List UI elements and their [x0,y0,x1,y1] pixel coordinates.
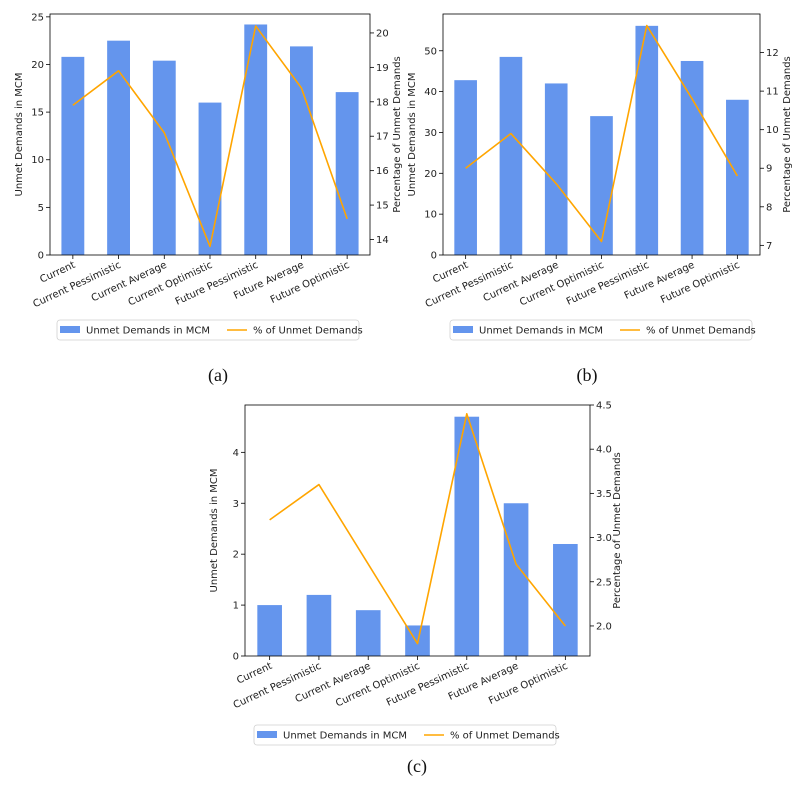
x-tick-label: Future Optimistic [269,260,351,306]
legend-swatch-bar [257,731,277,738]
plot-frame [244,404,591,657]
legend-label-bar: Unmet Demands in MCM [479,326,603,337]
bar-6 [503,503,529,656]
y-tick-label: 0 [431,251,437,262]
y-tick-label: 50 [424,46,437,57]
legend-box [56,319,360,341]
bar-4 [198,102,222,256]
y-tick-label: 3 [233,499,239,510]
bar-5 [454,416,480,656]
x-tick-label: Current Pessimistic [232,661,323,711]
panel-caption: (a) [208,365,228,386]
y2-tick-label: 14 [376,235,389,246]
legend-label-bar: Unmet Demands in MCM [86,326,210,337]
x-tick-label: Current Optimistic [334,661,422,710]
y-tick-label: 15 [31,108,44,119]
bar-5 [635,25,659,255]
legend-label-line: % of Unmet Demands [253,326,363,337]
y-tick-label: 10 [424,210,437,221]
legend-swatch-bar [453,326,473,333]
legend-swatch-bar [60,326,80,333]
y-tick-label: 25 [31,12,44,23]
bar-7 [726,99,749,255]
legend: Unmet Demands in MCM % of Unmet Demands [56,319,363,341]
bar-2 [499,56,523,255]
bar-7 [335,92,359,255]
y2-axis-title: Percentage of Unmet Demands [782,56,793,213]
x-tick-label: Future Pessimistic [174,260,260,308]
legend-label-line: % of Unmet Demands [646,326,756,337]
y2-tick-label: 11 [766,87,779,98]
y-axis-title: Unmet Demands in MCM [407,73,418,197]
y2-tick-label: 3.0 [596,533,612,544]
bar-6 [290,46,313,255]
bar-2 [306,594,332,656]
y2-tick-label: 3.5 [596,489,612,500]
y-tick-label: 20 [424,169,437,180]
x-tick-label: Future Pessimistic [385,661,471,709]
y2-tick-label: 2.5 [596,577,612,588]
y2-tick-label: 4.0 [596,445,612,456]
y2-tick-label: 18 [376,97,389,108]
x-tick-label: Future Optimistic [659,260,741,306]
y-tick-label: 40 [424,87,437,98]
y-tick-label: 1 [233,601,239,612]
y-tick-label: 30 [424,128,437,139]
y-tick-label: 20 [31,60,44,71]
bar-2 [107,40,130,255]
bar-5 [244,24,268,256]
y2-tick-label: 2.0 [596,621,612,632]
y-tick-label: 10 [31,155,44,166]
legend-box [253,724,557,746]
y2-tick-label: 16 [376,166,389,177]
y-axis-title: Unmet Demands in MCM [209,469,220,593]
y2-axis-title: Percentage of Unmet Demands [612,452,623,609]
bar-4 [590,116,613,255]
x-tick-label: Current [235,661,274,687]
bar-7 [553,543,578,656]
bar-1 [257,605,282,656]
y-tick-label: 4 [233,448,239,459]
y2-tick-label: 8 [766,202,772,213]
y-tick-label: 0 [38,251,44,262]
y2-tick-label: 7 [766,241,772,252]
y2-tick-label: 19 [376,63,389,74]
bar-3 [152,60,176,255]
bar-1 [61,56,85,255]
y-tick-label: 5 [38,203,44,214]
y-tick-label: 2 [233,550,239,561]
y-tick-label: 0 [233,652,239,663]
legend: Unmet Demands in MCM % of Unmet Demands [253,724,560,746]
y2-tick-label: 20 [376,28,389,39]
bar-6 [680,60,704,255]
y2-tick-label: 17 [376,132,389,143]
y2-tick-label: 10 [766,125,779,136]
panel-caption: (b) [577,365,598,386]
bar-3 [544,83,568,256]
y2-axis-title: Percentage of Unmet Demands [392,56,403,213]
y-axis-title: Unmet Demands in MCM [14,73,25,197]
legend-label-line: % of Unmet Demands [450,731,560,742]
y2-tick-label: 12 [766,48,779,59]
bar-3 [355,610,381,656]
legend: Unmet Demands in MCM % of Unmet Demands [449,319,756,341]
y2-tick-label: 9 [766,164,772,175]
legend-box [449,319,753,341]
panel-caption: (c) [407,756,427,777]
legend-label-bar: Unmet Demands in MCM [283,731,407,742]
y2-tick-label: 15 [376,201,389,212]
y2-tick-label: 4.5 [596,401,612,412]
